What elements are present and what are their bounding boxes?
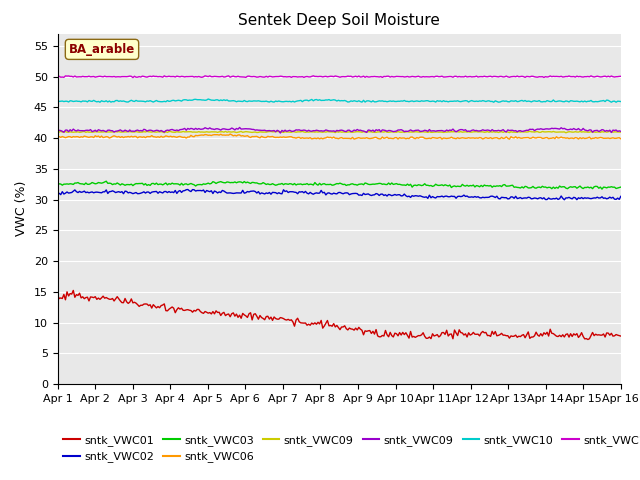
Y-axis label: VWC (%): VWC (%): [15, 181, 28, 237]
Title: Sentek Deep Soil Moisture: Sentek Deep Soil Moisture: [238, 13, 440, 28]
Legend: sntk_VWC01, sntk_VWC02, sntk_VWC03, sntk_VWC06, sntk_VWC09, sntk_VWC09, sntk_VWC: sntk_VWC01, sntk_VWC02, sntk_VWC03, sntk…: [63, 435, 640, 462]
Text: BA_arable: BA_arable: [69, 43, 135, 56]
